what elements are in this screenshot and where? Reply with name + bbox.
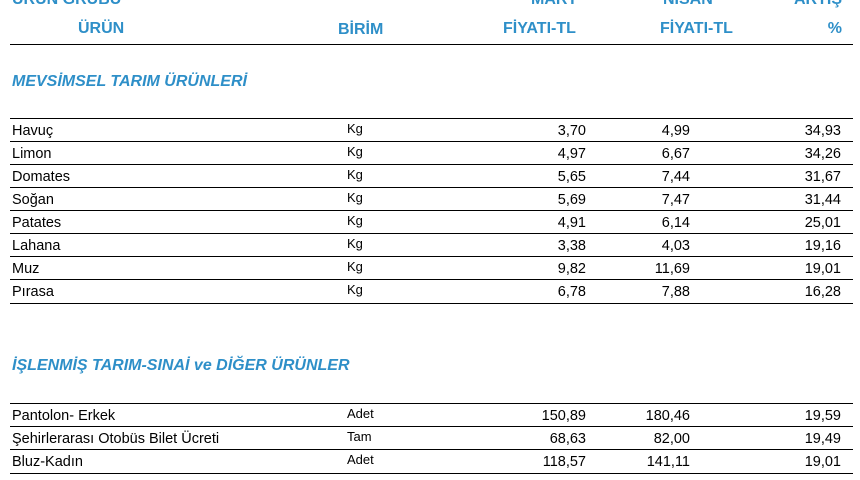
header-mart-line1: MART <box>531 0 577 9</box>
nisan-price: 4,99 <box>661 123 690 139</box>
nisan-price: 11,69 <box>654 261 690 277</box>
table-row: Havuç Kg 3,70 4,99 34,93 <box>10 118 853 142</box>
product-name: Pırasa <box>12 284 54 300</box>
product-name: Limon <box>12 146 52 162</box>
nisan-price: 180,46 <box>645 408 690 424</box>
increase-percent: 31,44 <box>804 192 841 208</box>
mart-price: 150,89 <box>541 408 586 424</box>
header-mart-line2: FİYATI-TL <box>503 20 576 37</box>
increase-percent: 19,01 <box>804 454 841 470</box>
product-name: Pantolon- Erkek <box>12 408 116 424</box>
product-unit: Kg <box>347 213 363 228</box>
product-unit: Kg <box>347 144 363 159</box>
product-name: Patates <box>12 215 62 231</box>
nisan-price: 6,14 <box>661 215 690 231</box>
increase-percent: 19,16 <box>804 238 841 254</box>
product-unit: Kg <box>347 167 363 182</box>
table-row: Domates Kg 5,65 7,44 31,67 <box>10 164 853 188</box>
increase-percent: 31,67 <box>804 169 841 185</box>
product-name: Havuç <box>12 123 54 139</box>
nisan-price: 82,00 <box>653 431 690 447</box>
product-unit: Kg <box>347 190 363 205</box>
product-unit: Adet <box>347 406 374 421</box>
nisan-price: 141,11 <box>646 454 690 470</box>
table-row: Limon Kg 4,97 6,67 34,26 <box>10 141 853 165</box>
product-name: Muz <box>12 261 40 277</box>
table-row: Patates Kg 4,91 6,14 25,01 <box>10 210 853 234</box>
section-title-seasonal: MEVSİMSEL TARIM ÜRÜNLERİ <box>12 73 247 90</box>
mart-price: 3,70 <box>557 123 586 139</box>
header-unit-label: BİRİM <box>338 21 384 38</box>
header-group-label: ÜRÜN GRUBU <box>12 0 121 9</box>
section-title-processed: İŞLENMİŞ TARIM-SINAİ ve DİĞER ÜRÜNLER <box>12 357 350 374</box>
product-name: Bluz-Kadın <box>12 454 83 470</box>
mart-price: 5,69 <box>557 192 586 208</box>
table-row: Pırasa Kg 6,78 7,88 16,28 <box>10 279 853 304</box>
product-name: Lahana <box>12 238 61 254</box>
mart-price: 5,65 <box>557 169 586 185</box>
header-product-label: ÜRÜN <box>78 20 125 37</box>
product-unit: Kg <box>347 259 363 274</box>
mart-price: 3,38 <box>557 238 586 254</box>
header-divider <box>10 44 853 45</box>
nisan-price: 4,03 <box>661 238 690 254</box>
increase-percent: 25,01 <box>804 215 841 231</box>
product-unit: Tam <box>347 429 372 444</box>
table-row: Bluz-Kadın Adet 118,57 141,11 19,01 <box>10 449 853 474</box>
table-row: Soğan Kg 5,69 7,47 31,44 <box>10 187 853 211</box>
nisan-price: 7,44 <box>661 169 690 185</box>
nisan-price: 7,47 <box>661 192 690 208</box>
product-unit: Kg <box>347 121 363 136</box>
mart-price: 6,78 <box>557 284 586 300</box>
increase-percent: 19,59 <box>804 408 841 424</box>
mart-price: 68,63 <box>549 431 586 447</box>
product-name: Domates <box>12 169 71 185</box>
product-name: Soğan <box>12 192 54 208</box>
increase-percent: 19,49 <box>804 431 841 447</box>
table-row: Muz Kg 9,82 11,69 19,01 <box>10 256 853 280</box>
header-artis-line1: ARTIŞ <box>794 0 842 9</box>
table-row: Pantolon- Erkek Adet 150,89 180,46 19,59 <box>10 403 853 427</box>
mart-price: 4,91 <box>557 215 586 231</box>
increase-percent: 19,01 <box>804 261 841 277</box>
increase-percent: 16,28 <box>804 284 841 300</box>
product-unit: Adet <box>347 452 374 467</box>
increase-percent: 34,26 <box>804 146 841 162</box>
mart-price: 9,82 <box>557 261 586 277</box>
mart-price: 4,97 <box>557 146 586 162</box>
increase-percent: 34,93 <box>804 123 841 139</box>
header-nisan-line2: FİYATI-TL <box>660 20 733 37</box>
table-row: Lahana Kg 3,38 4,03 19,16 <box>10 233 853 257</box>
table-row: Şehirlerarası Otobüs Bilet Ücreti Tam 68… <box>10 426 853 450</box>
nisan-price: 7,88 <box>661 284 690 300</box>
mart-price: 118,57 <box>542 454 586 470</box>
header-nisan-line1: NİSAN <box>663 0 713 9</box>
header-artis-line2: % <box>827 20 842 37</box>
nisan-price: 6,67 <box>661 146 690 162</box>
product-unit: Kg <box>347 282 363 297</box>
product-name: Şehirlerarası Otobüs Bilet Ücreti <box>12 431 220 447</box>
product-unit: Kg <box>347 236 363 251</box>
